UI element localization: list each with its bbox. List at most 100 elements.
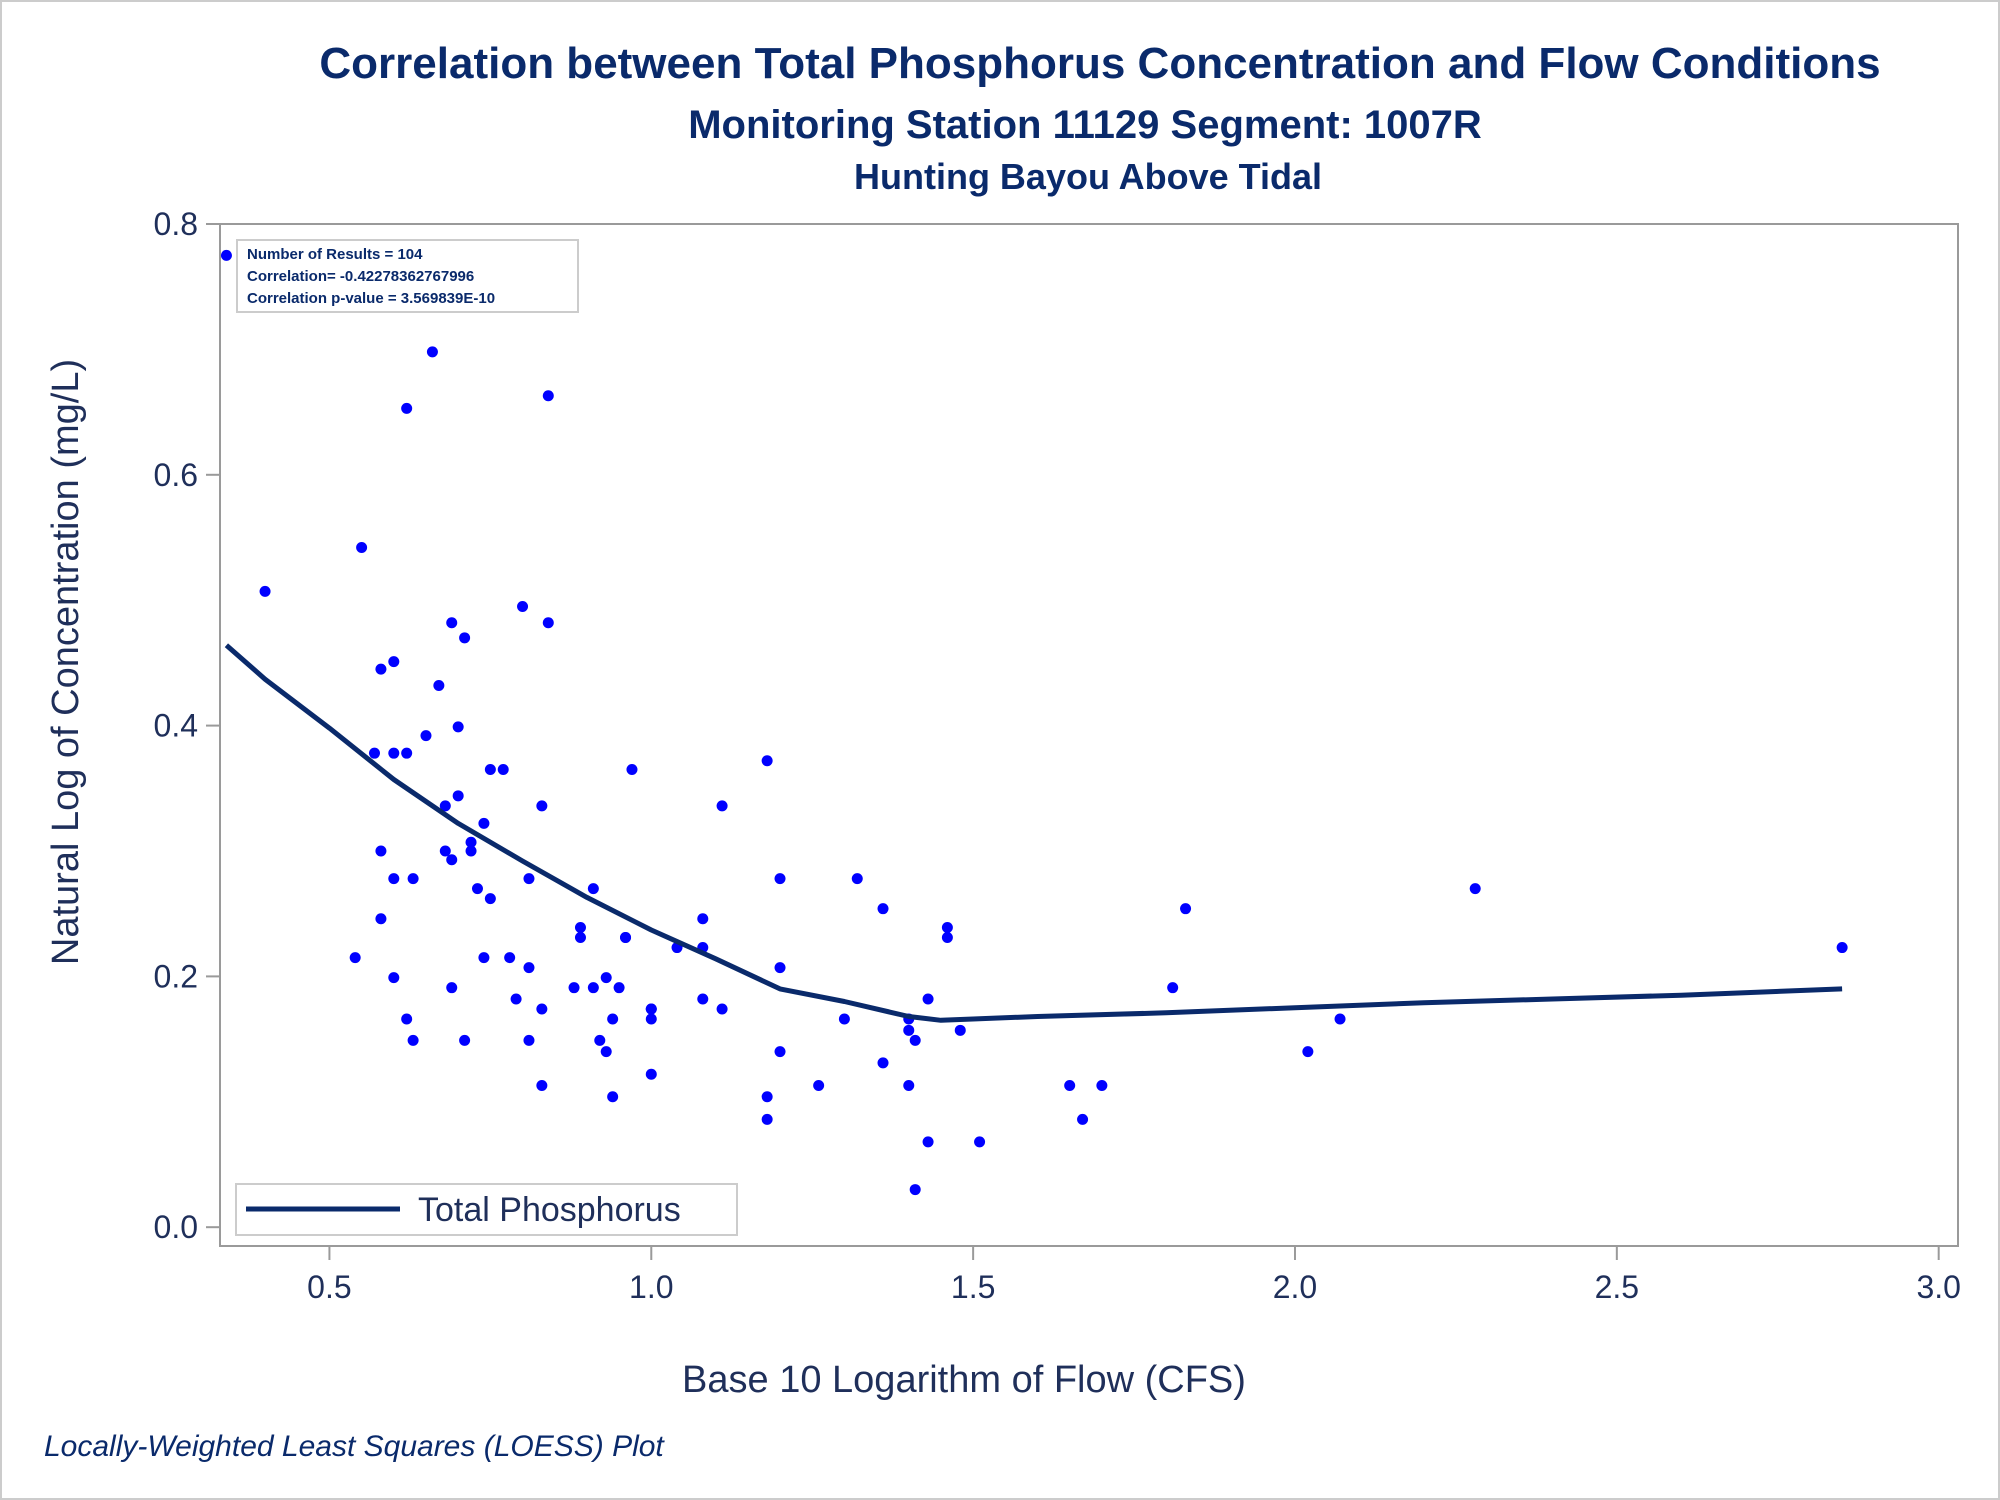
data-point <box>259 585 271 597</box>
data-point <box>478 817 490 829</box>
data-point <box>1180 903 1192 915</box>
x-tick-label: 2.0 <box>1273 1269 1317 1305</box>
data-point <box>568 982 580 994</box>
data-point <box>761 755 773 767</box>
data-point <box>504 952 516 964</box>
data-point <box>941 932 953 944</box>
chart-subtitle-2: Hunting Bayou Above Tidal <box>854 156 1322 197</box>
data-point <box>600 1046 612 1058</box>
data-point <box>941 921 953 933</box>
data-point <box>542 617 554 629</box>
data-point <box>510 993 522 1005</box>
data-point <box>922 993 934 1005</box>
x-tick-label: 1.5 <box>951 1269 995 1305</box>
data-point <box>761 1113 773 1125</box>
data-point <box>851 873 863 885</box>
data-point <box>697 993 709 1005</box>
data-point <box>368 747 380 759</box>
data-point <box>542 390 554 402</box>
data-point <box>607 1013 619 1025</box>
chart-title: Correlation between Total Phosphorus Con… <box>319 39 1880 88</box>
data-point <box>484 763 496 775</box>
data-point <box>574 932 586 944</box>
data-point <box>587 982 599 994</box>
data-point <box>1077 1113 1089 1125</box>
data-point <box>446 854 458 866</box>
y-tick-label: 0.2 <box>154 958 198 994</box>
data-point <box>877 1057 889 1069</box>
data-point <box>349 952 361 964</box>
data-point <box>1334 1013 1346 1025</box>
data-point <box>877 903 889 915</box>
y-tick-label: 0.0 <box>154 1209 198 1245</box>
x-tick-label: 0.5 <box>307 1269 351 1305</box>
data-point <box>1167 982 1179 994</box>
data-point <box>388 972 400 984</box>
data-point <box>407 873 419 885</box>
x-tick-label: 2.5 <box>1595 1269 1639 1305</box>
data-point <box>645 1068 657 1080</box>
data-point <box>375 845 387 857</box>
data-point <box>426 346 438 358</box>
y-axis-label: Natural Log of Concentration (mg/L) <box>45 359 87 965</box>
data-point <box>813 1079 825 1091</box>
data-point <box>607 1091 619 1103</box>
legend-entry: Total Phosphorus <box>418 1191 681 1229</box>
data-point <box>465 836 477 848</box>
data-point <box>774 962 786 974</box>
data-point <box>439 800 451 812</box>
x-axis: 0.5 1.0 1.5 2.0 2.5 3.0 <box>307 1246 1961 1305</box>
data-point <box>523 1034 535 1046</box>
data-point <box>388 656 400 668</box>
y-tick-label: 0.6 <box>154 457 198 493</box>
legend: Total Phosphorus <box>235 1183 738 1236</box>
data-point <box>375 663 387 675</box>
data-point <box>401 1013 413 1025</box>
data-point <box>523 962 535 974</box>
stats-p-value: Correlation p-value = 3.569839E-10 <box>247 290 495 307</box>
data-point <box>613 982 625 994</box>
y-axis: 0.0 0.2 0.4 0.6 0.8 <box>154 206 220 1245</box>
data-point <box>356 542 368 554</box>
data-point <box>922 1136 934 1148</box>
data-point <box>439 845 451 857</box>
stats-box-frame <box>236 239 579 313</box>
data-point <box>903 1024 915 1036</box>
footnote: Locally-Weighted Least Squares (LOESS) P… <box>44 1430 665 1463</box>
data-point <box>420 730 432 742</box>
data-point <box>1064 1079 1076 1091</box>
data-point <box>523 873 535 885</box>
data-point <box>459 1034 471 1046</box>
data-point <box>954 1024 966 1036</box>
data-point <box>388 747 400 759</box>
data-point <box>452 790 464 802</box>
data-point <box>587 883 599 895</box>
data-point <box>536 1003 548 1015</box>
data-point <box>375 913 387 925</box>
data-point <box>220 249 232 261</box>
plot-frame <box>219 223 1959 1247</box>
data-point <box>497 763 509 775</box>
stats-correlation: Correlation= -0.42278362767996 <box>247 268 474 285</box>
data-point <box>484 893 496 905</box>
data-point <box>433 679 445 691</box>
stats-count: Number of Results = 104 <box>247 246 423 263</box>
y-tick-label: 0.8 <box>154 206 198 242</box>
data-point <box>1469 883 1481 895</box>
data-point <box>716 800 728 812</box>
x-axis-label: Base 10 Logarithm of Flow (CFS) <box>682 1359 1246 1401</box>
data-point <box>1096 1079 1108 1091</box>
data-point <box>600 972 612 984</box>
x-tick-label: 1.0 <box>629 1269 673 1305</box>
data-point <box>401 747 413 759</box>
data-point <box>774 873 786 885</box>
data-point <box>1302 1046 1314 1058</box>
data-point <box>645 1003 657 1015</box>
data-point <box>401 402 413 414</box>
data-point <box>838 1013 850 1025</box>
data-point <box>774 1046 786 1058</box>
data-point <box>909 1184 921 1196</box>
data-point <box>388 873 400 885</box>
data-point <box>452 721 464 733</box>
